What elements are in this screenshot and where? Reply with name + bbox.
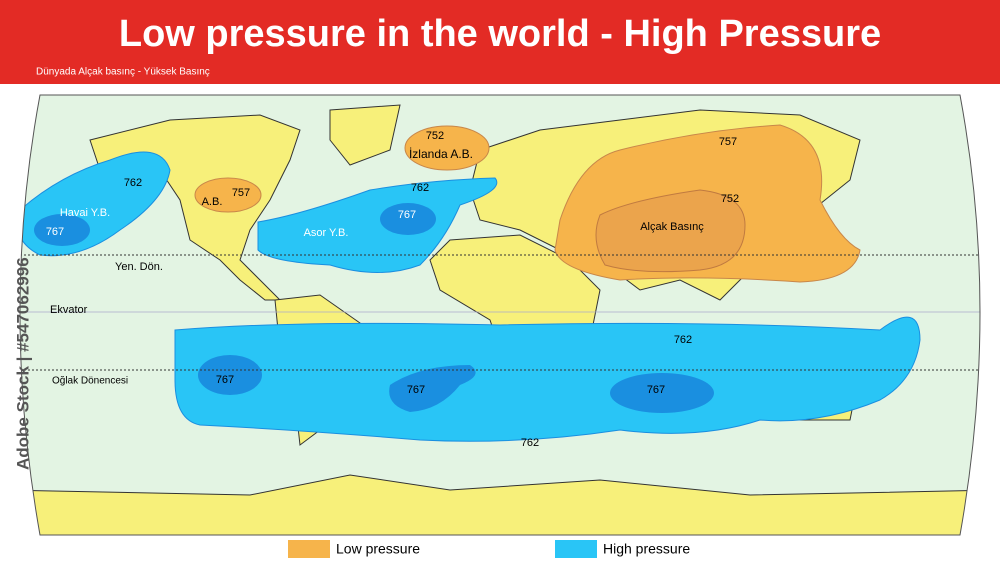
pressure-label: 762 — [124, 177, 142, 189]
header-bar — [0, 0, 1000, 84]
low-pressure-area — [404, 125, 490, 171]
title: Low pressure in the world - High Pressur… — [119, 13, 881, 55]
pressure-label: Asor Y.B. — [304, 227, 349, 239]
pressure-label: 767 — [216, 374, 234, 386]
antarctica — [20, 474, 980, 535]
greenland — [329, 104, 401, 166]
pressure-label: 762 — [411, 182, 429, 194]
pressure-label: A.B. — [202, 196, 223, 208]
latitude-label: Ekvator — [50, 304, 88, 316]
pressure-label: 762 — [521, 437, 539, 449]
high-pressure-core — [34, 214, 90, 246]
latitude-label: Yen. Dön. — [115, 261, 163, 273]
pressure-label: 757 — [232, 187, 250, 199]
legend-swatch — [288, 540, 330, 558]
pressure-label: 767 — [46, 226, 64, 238]
legend-label: High pressure — [603, 541, 690, 557]
high-pressure-area — [257, 177, 498, 273]
map-frame — [19, 94, 981, 536]
high-pressure-core — [380, 203, 436, 235]
pressure-label: Alçak Basınç — [640, 221, 704, 233]
high-pressure-area — [174, 316, 921, 442]
map — [20, 95, 980, 535]
pressure-label: 762 — [674, 334, 692, 346]
legend-swatch — [555, 540, 597, 558]
high-pressure-core — [198, 355, 262, 395]
high-pressure-core — [610, 373, 714, 413]
pressure-label: 757 — [719, 136, 737, 148]
pressure-label: 767 — [407, 384, 425, 396]
pressure-label: 752 — [721, 193, 739, 205]
pressure-label: İzlanda A.B. — [409, 147, 473, 161]
legend-label: Low pressure — [336, 541, 420, 557]
pressure-label: 767 — [647, 384, 665, 396]
pressure-label: Havai Y.B. — [60, 207, 110, 219]
low-pressure-area — [194, 177, 262, 213]
pressure-label: 752 — [426, 130, 444, 142]
subtitle: Dünyada Alçak basınç - Yüksek Basınç — [36, 67, 210, 78]
watermark: Adobe Stock | #547062996 — [13, 257, 32, 470]
latitude-label: Oğlak Dönencesi — [52, 376, 128, 387]
low-pressure-core — [595, 189, 746, 273]
pressure-label: 767 — [398, 209, 416, 221]
high-pressure-core — [389, 365, 476, 412]
